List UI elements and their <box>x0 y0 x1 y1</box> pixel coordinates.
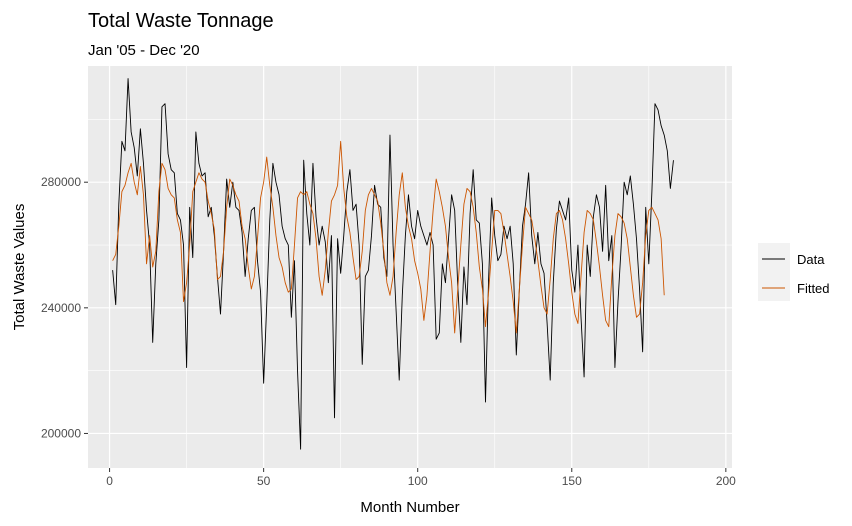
chart-title: Total Waste Tonnage <box>88 10 274 32</box>
y-tick-label: 280000 <box>41 175 81 189</box>
plot-panel <box>88 66 732 468</box>
y-tick-label: 240000 <box>41 301 81 315</box>
x-axis-ticks: 0 50 100 150 200 <box>106 468 736 488</box>
grid-lines <box>88 66 732 468</box>
series-lines <box>112 78 674 450</box>
x-tick-label: 100 <box>408 474 428 488</box>
legend: Data Fitted <box>758 243 830 301</box>
y-tick-label: 200000 <box>41 426 81 440</box>
x-tick-label: 0 <box>106 474 113 488</box>
x-tick-label: 150 <box>562 474 582 488</box>
series-line-fitted <box>112 140 665 334</box>
legend-background <box>758 243 790 301</box>
x-tick-label: 50 <box>257 474 271 488</box>
y-axis-ticks: 200000 240000 280000 <box>41 175 88 440</box>
legend-label-data: Data <box>797 252 825 267</box>
legend-label-fitted: Fitted <box>797 281 830 296</box>
x-axis-label: Month Number <box>360 499 459 516</box>
y-axis-label: Total Waste Values <box>11 204 28 331</box>
x-tick-label: 200 <box>716 474 736 488</box>
chart-subtitle: Jan '05 - Dec '20 <box>88 42 200 59</box>
